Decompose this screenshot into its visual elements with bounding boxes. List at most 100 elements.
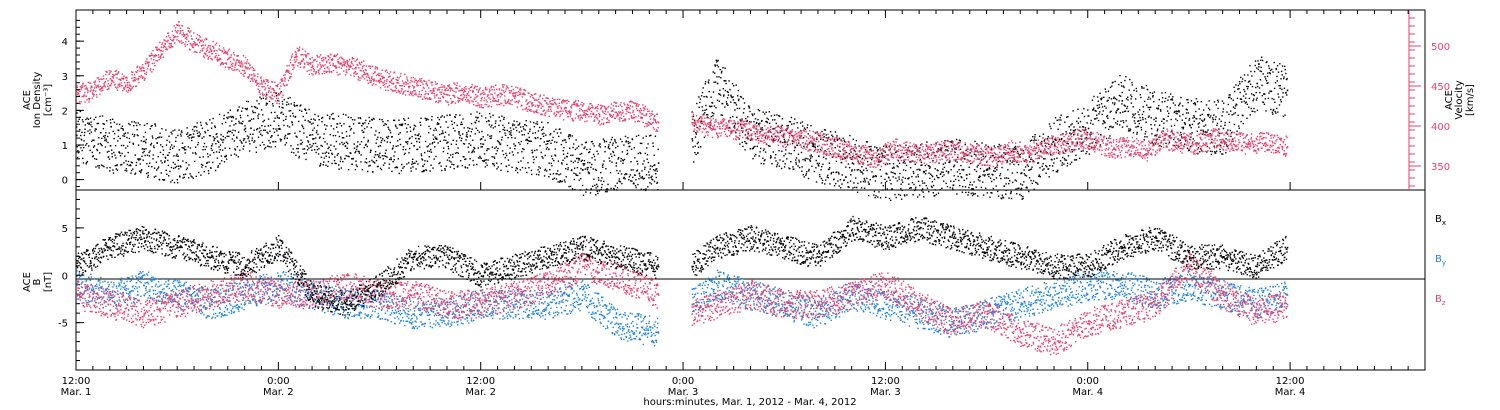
- ion-density-point: [902, 162, 904, 164]
- velocity-point: [270, 97, 272, 99]
- ion-density-point: [589, 162, 591, 164]
- ion-density-point: [1159, 109, 1162, 111]
- ion-density-point: [360, 141, 363, 143]
- ion-density-point: [764, 151, 767, 153]
- velocity-point: [222, 63, 224, 65]
- ion-density-point: [977, 179, 980, 181]
- ion-density-point: [359, 143, 361, 146]
- ion-density-point: [870, 145, 872, 148]
- x-tick-time-label: 0:00: [1077, 376, 1099, 387]
- ion-density-point: [397, 133, 400, 135]
- velocity-point: [249, 80, 252, 82]
- ion-density-point: [112, 130, 114, 133]
- ion-density-point: [603, 180, 605, 183]
- ion-density-point: [501, 136, 503, 138]
- ion-density-point: [1261, 56, 1263, 58]
- ion-density-point: [615, 165, 617, 167]
- ion-density-point: [100, 143, 102, 146]
- ion-density-point: [730, 96, 732, 98]
- ion-density-point: [704, 109, 706, 111]
- ion-density-point: [380, 168, 383, 171]
- ion-density-point: [805, 173, 808, 175]
- ion-density-point: [1234, 107, 1236, 109]
- ion-density-point: [887, 159, 889, 161]
- ion-density-point: [489, 135, 491, 137]
- ion-density-point: [1193, 120, 1195, 122]
- ion-density-point: [1112, 102, 1114, 104]
- ion-density-point-anchor: [413, 145, 415, 147]
- ion-density-point: [529, 128, 531, 130]
- ion-density-point: [538, 171, 540, 173]
- ion-density-point: [101, 144, 103, 147]
- velocity-point: [200, 40, 202, 43]
- ion-density-point: [569, 135, 571, 137]
- ion-density-point: [268, 100, 271, 103]
- ion-density-point: [815, 159, 817, 162]
- ion-density-point: [471, 150, 474, 153]
- ion-density-point: [1158, 104, 1160, 107]
- ion-density-point: [855, 139, 858, 142]
- ion-density-point: [138, 170, 141, 172]
- ion-density-point: [1019, 153, 1022, 156]
- ion-density-point: [753, 146, 755, 148]
- ion-density-point: [489, 113, 491, 115]
- ion-density-point: [434, 146, 436, 148]
- velocity-point: [214, 56, 216, 58]
- ion-density-point: [1089, 134, 1091, 136]
- velocity-point: [83, 95, 85, 97]
- ion-density-point: [967, 194, 969, 196]
- ion-density-point: [568, 137, 571, 140]
- ion-density-point: [610, 138, 613, 141]
- ion-density-point: [275, 128, 277, 130]
- ion-density-point: [1257, 85, 1259, 88]
- ion-density-point: [871, 157, 874, 159]
- ion-density-point: [815, 181, 818, 183]
- ion-density-point: [997, 190, 999, 193]
- ion-density-point: [1278, 96, 1280, 98]
- velocity-point: [296, 58, 298, 61]
- ion-density-point: [338, 135, 341, 138]
- ion-density-point: [905, 164, 908, 167]
- ion-density-point: [801, 170, 803, 172]
- ion-density-point: [373, 161, 375, 163]
- velocity-point: [227, 66, 229, 68]
- velocity-point: [135, 85, 138, 87]
- ion-density-point: [835, 160, 838, 163]
- ion-density-point: [632, 169, 634, 171]
- velocity-point: [241, 69, 244, 72]
- ion-density-point: [379, 152, 381, 154]
- ion-density-point: [121, 163, 123, 166]
- ion-density-point: [616, 182, 618, 184]
- ion-density-point: [495, 146, 498, 148]
- ion-density-point: [412, 158, 414, 160]
- ion-density-point: [518, 123, 520, 126]
- ion-density-point: [90, 121, 92, 123]
- ion-density-point: [404, 152, 406, 155]
- ion-density-point: [539, 145, 541, 147]
- ion-density-point: [343, 123, 345, 125]
- ion-density-point: [331, 152, 333, 155]
- ion-density-point: [953, 164, 956, 166]
- velocity-point: [202, 41, 204, 43]
- ion-density-point: [255, 151, 258, 153]
- velocity-point: [262, 95, 264, 97]
- ion-density-point: [613, 188, 615, 190]
- ion-density-point: [161, 128, 163, 130]
- ion-density-point: [527, 140, 530, 142]
- ion-density-point: [1173, 124, 1176, 126]
- ion-density-point: [715, 61, 718, 63]
- ion-density-point: [165, 169, 167, 171]
- ion-density-point: [535, 123, 537, 125]
- velocity-point: [128, 81, 130, 83]
- ion-density-point: [1105, 137, 1108, 140]
- ion-density-point: [1052, 169, 1054, 172]
- velocity-point: [248, 74, 251, 76]
- ion-density-point: [794, 146, 796, 148]
- velocity-point: [237, 55, 239, 57]
- ion-density-point: [518, 141, 520, 144]
- ion-density-point: [491, 124, 493, 126]
- ion-density-point: [351, 163, 353, 166]
- ion-density-point: [1230, 110, 1232, 112]
- ion-density-point: [1211, 150, 1213, 153]
